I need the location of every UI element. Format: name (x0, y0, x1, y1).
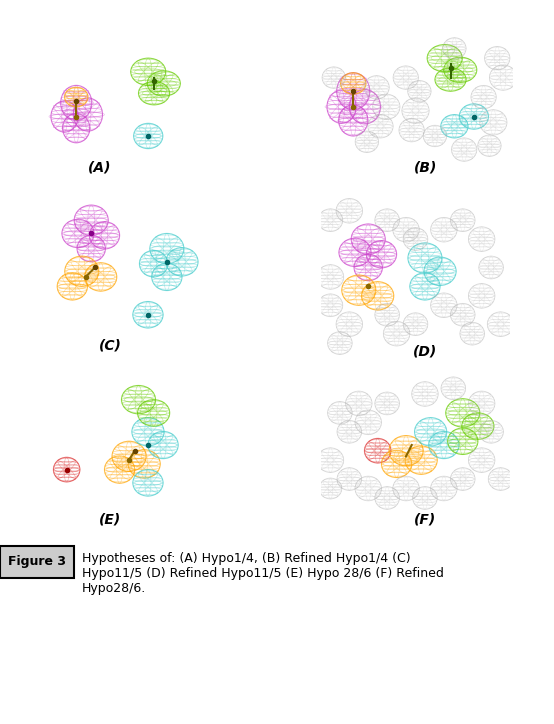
Text: (D): (D) (413, 344, 437, 358)
FancyBboxPatch shape (0, 546, 74, 578)
Text: Hypotheses of: (A) Hypo1/4, (B) Refined Hypo1/4 (C)
Hypo11/5 (D) Refined Hypo11/: Hypotheses of: (A) Hypo1/4, (B) Refined … (82, 552, 444, 595)
Text: (B): (B) (413, 161, 437, 175)
Text: (E): (E) (99, 513, 121, 526)
Text: Figure 3: Figure 3 (8, 555, 66, 568)
Text: (A): (A) (88, 161, 111, 175)
Text: (F): (F) (414, 513, 436, 526)
Text: (C): (C) (99, 339, 121, 353)
